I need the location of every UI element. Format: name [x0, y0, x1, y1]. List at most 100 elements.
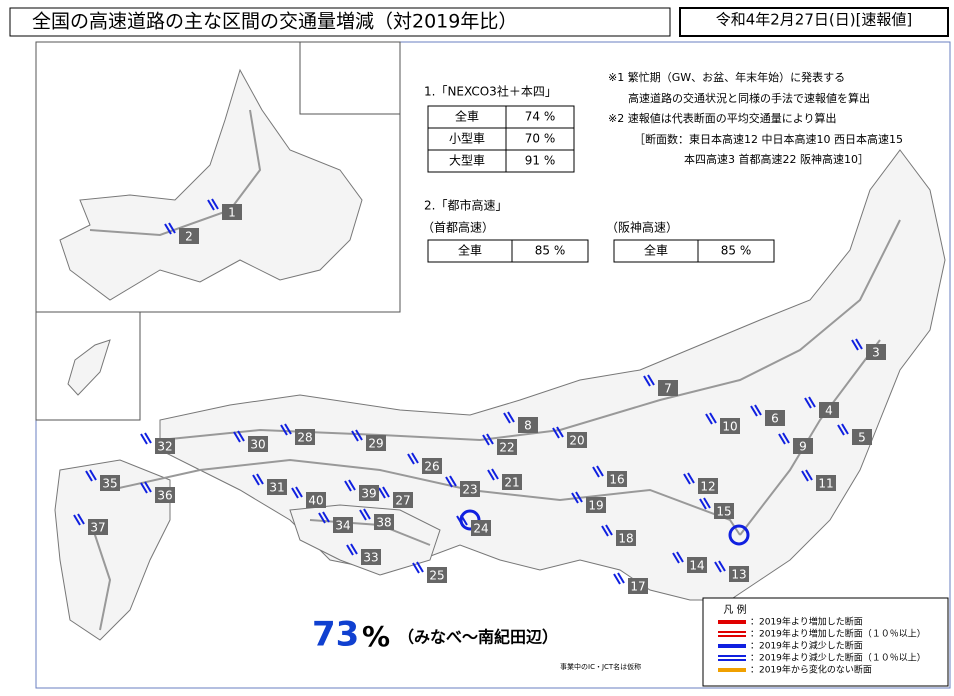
section-marker [233, 431, 241, 443]
section-label: 25 [429, 569, 444, 583]
section-box [295, 429, 315, 445]
section-box [248, 436, 268, 452]
section-marker [643, 375, 651, 387]
section-box [471, 520, 491, 536]
okinawa-inset [35, 311, 141, 421]
section-marker [460, 514, 468, 526]
legend-label: ：2019年より増加した断面 [750, 616, 863, 628]
section-label: 4 [825, 404, 833, 418]
kyushu [54, 459, 171, 641]
legend-label: ：2019年から変化のない断面 [750, 664, 872, 676]
section-label: 10 [722, 420, 737, 434]
section-label: 9 [799, 440, 807, 454]
highlight-place: （みなべ～南紀田辺） [398, 628, 558, 647]
section-marker [503, 412, 511, 424]
section-box [687, 557, 707, 573]
section-label: 39 [361, 487, 376, 501]
section-box [497, 439, 517, 455]
section-marker [801, 470, 809, 482]
section-marker [703, 497, 711, 509]
small-inset [299, 41, 401, 115]
section-marker [256, 473, 264, 485]
section-marker [456, 515, 464, 527]
section-marker [284, 423, 292, 435]
section-label: 12 [700, 480, 715, 494]
section-box [361, 549, 381, 565]
shikoku [289, 504, 441, 576]
section-label: 21 [504, 476, 519, 490]
note: 本四高速3 首都高速22 阪神高速10］ [684, 152, 869, 166]
hokkaido [59, 68, 363, 301]
sub-heading: （首都高速） [422, 220, 494, 235]
row-label: 全車 [458, 243, 482, 258]
legend-label: ：2019年より減少した断面 [750, 640, 863, 652]
section-box [306, 492, 326, 508]
section-box [155, 487, 175, 503]
section-marker [851, 339, 859, 351]
section-marker [841, 423, 849, 435]
section-label: 2 [185, 230, 193, 244]
road [159, 219, 901, 442]
section-box [502, 474, 522, 490]
row-value: 85 % [721, 244, 752, 258]
row-value: 85 % [535, 244, 566, 258]
section-box [793, 438, 813, 454]
section-label: 11 [818, 477, 833, 491]
section-box [819, 402, 839, 418]
note: ※2 速報値は代表断面の平均交通量により算出 [608, 111, 837, 125]
section-label: 34 [335, 519, 350, 533]
section-marker [805, 469, 813, 481]
section-label: 19 [588, 499, 603, 513]
section-marker [359, 509, 367, 521]
legend-label: ：2019年より減少した断面（１０％以上） [750, 652, 926, 664]
section-marker [687, 472, 695, 484]
section-marker [411, 452, 419, 464]
section-label: 28 [297, 431, 312, 445]
section-marker [237, 430, 245, 442]
section-box [359, 485, 379, 501]
section-marker [705, 413, 713, 425]
row-label: 全車 [644, 243, 668, 258]
section-marker [672, 552, 680, 564]
section-marker [346, 544, 354, 556]
section-marker [676, 551, 684, 563]
section-box [616, 530, 636, 546]
section-marker [837, 424, 845, 436]
section-label: 16 [609, 473, 624, 487]
section-marker [709, 412, 717, 424]
section-marker [596, 465, 604, 477]
section-label: 31 [269, 481, 284, 495]
section-label: 24 [473, 522, 488, 536]
section-box [366, 435, 386, 451]
section-box [374, 514, 394, 530]
section-marker [140, 433, 148, 445]
section-label: 14 [689, 559, 704, 573]
section-label: 33 [363, 551, 378, 565]
note: 高速道路の交通状況と同様の手法で速報値を算出 [628, 91, 870, 105]
section-marker [750, 405, 758, 417]
section-box [852, 429, 872, 445]
section-box [179, 228, 199, 244]
section-box [866, 344, 886, 360]
section-marker [355, 429, 363, 441]
section-marker [491, 468, 499, 480]
table-cell [505, 149, 575, 173]
section-marker [778, 433, 786, 445]
section-marker [318, 512, 326, 524]
section-marker [77, 513, 85, 525]
note: ※1 繁忙期（GW、お盆、年末年始）に発表する [608, 70, 845, 84]
section-marker [382, 486, 390, 498]
section-marker [378, 487, 386, 499]
section-marker [445, 476, 453, 488]
section-label: 26 [424, 460, 439, 474]
section-marker [571, 492, 579, 504]
roads [89, 109, 901, 631]
legend-label: ：2019年より増加した断面（１０％以上） [750, 628, 926, 640]
section-marker [683, 473, 691, 485]
section-marker [718, 560, 726, 572]
section-box [586, 497, 606, 513]
date: 令和4年2月27日(日)[速報値] [716, 11, 913, 29]
section-marker [487, 469, 495, 481]
section-marker [647, 374, 655, 386]
